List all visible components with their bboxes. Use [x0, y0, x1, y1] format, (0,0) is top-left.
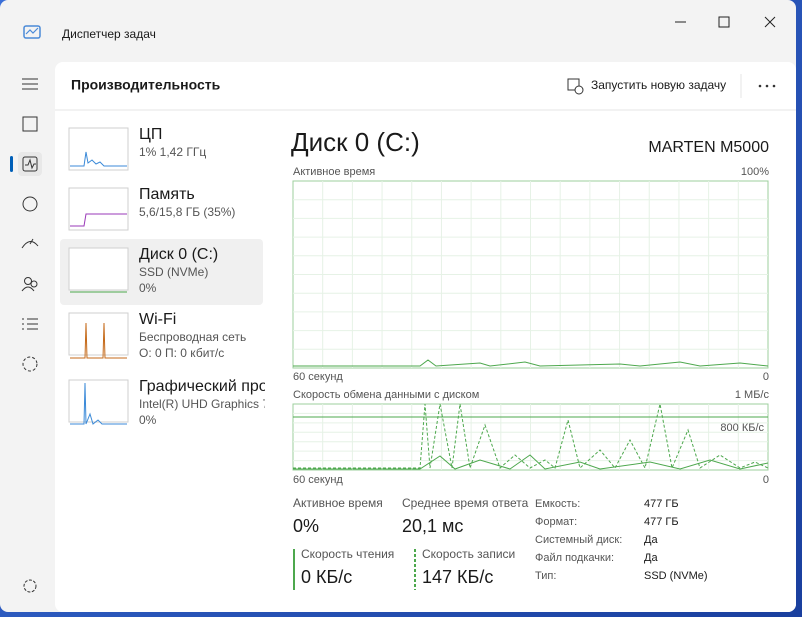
menu-button[interactable] [22, 78, 38, 90]
device-thumbnail [68, 247, 129, 291]
stat-value: 20,1 мс [402, 516, 463, 536]
selected-nav-bg [18, 152, 42, 176]
device-name[interactable]: Диск 0 (C:) [139, 246, 218, 263]
device-sparkline [70, 382, 127, 425]
property-label: Системный диск: [535, 534, 622, 546]
maximize-button[interactable] [718, 16, 730, 28]
settings-icon[interactable] [23, 579, 37, 593]
stat-value: 0 КБ/с [301, 567, 352, 587]
stat-label: Активное время [293, 496, 383, 510]
device-info: Intel(R) UHD Graphics 7 [139, 397, 269, 411]
device-thumbnail [68, 379, 129, 423]
stat-value: 0% [293, 516, 319, 536]
device-info: 0% [139, 281, 157, 295]
graph-mid: 800 КБ/с [720, 422, 764, 434]
device-thumbnails [68, 127, 129, 425]
graph-line [293, 403, 769, 470]
processes-icon[interactable] [22, 116, 38, 132]
stat-value: 147 КБ/с [422, 567, 493, 587]
run-task-button[interactable]: Запустить новую задачу [591, 78, 726, 92]
graph-min: 0 [763, 474, 769, 486]
device-info: Беспроводная сеть [139, 330, 246, 344]
selected-nav-indicator [10, 156, 13, 172]
close-button[interactable] [764, 16, 776, 28]
device-name[interactable]: Графический про [139, 378, 268, 395]
device-sparkline [70, 151, 127, 167]
device-name[interactable]: Wi-Fi [139, 311, 176, 328]
property-value: SSD (NVMe) [644, 570, 708, 582]
device-info: О: 0 П: 0 кбит/с [139, 346, 224, 360]
device-info: SSD (NVMe) [139, 265, 208, 279]
graphs [292, 180, 769, 471]
details-icon[interactable] [22, 318, 38, 330]
graph-line [293, 359, 769, 367]
device-thumbnail [68, 127, 129, 171]
device-sparkline [70, 213, 127, 227]
device-thumbnail [68, 312, 129, 356]
graph-time: 60 секунд [293, 474, 343, 486]
run-task-icon[interactable] [567, 78, 584, 95]
startup-icon[interactable] [21, 238, 39, 249]
users-icon[interactable] [21, 277, 38, 292]
device-thumbnail [68, 187, 129, 231]
window-title: Диспетчер задач [62, 27, 156, 41]
graph-label: Активное время [293, 166, 375, 178]
device-info: 5,6/15,8 ГБ (35%) [139, 205, 235, 219]
page-title: Производительность [71, 77, 221, 93]
property-value: 477 ГБ [644, 498, 679, 510]
property-value: Да [644, 552, 658, 564]
graph-line [293, 454, 769, 470]
texts: ЦП 1% 1,42 ГГц Память 5,6/15,8 ГБ (35%) Диск… [62, 27, 769, 587]
graph-time: 60 секунд [293, 371, 343, 383]
property-label: Емкость: [535, 498, 580, 510]
stat-label: Среднее время ответа [402, 496, 529, 510]
stat-label: Скорость чтения [301, 547, 394, 561]
performance-icon[interactable] [22, 156, 38, 172]
history-icon[interactable] [22, 196, 38, 212]
stat-label: Скорость записи [422, 547, 515, 561]
graph-label: Скорость обмена данными с диском [293, 389, 479, 401]
device-sparkline [70, 322, 127, 359]
graph-max: 1 МБ/с [735, 389, 770, 401]
property-label: Файл подкачки: [535, 552, 614, 564]
device-name[interactable]: ЦП [139, 126, 162, 143]
property-label: Тип: [535, 570, 556, 582]
services-icon[interactable] [22, 356, 38, 372]
device-list: ЦП 1% 1,42 ГГц Память 5,6/15,8 ГБ (35%) Диск… [139, 126, 269, 427]
property-value: Да [644, 534, 658, 546]
device-info: 0% [139, 413, 157, 427]
more-button[interactable] [758, 84, 776, 88]
app-icon [23, 25, 41, 39]
device-info: 1% 1,42 ГГц [139, 145, 206, 159]
property-value: 477 ГБ [644, 516, 679, 528]
property-label: Формат: [535, 516, 577, 528]
graph-max: 100% [741, 166, 769, 178]
graph-min: 0 [763, 371, 769, 383]
device-name[interactable]: Память [139, 186, 195, 203]
detail-model: MARTEN M5000 [648, 139, 769, 156]
detail-title: Диск 0 (C:) [291, 127, 420, 157]
